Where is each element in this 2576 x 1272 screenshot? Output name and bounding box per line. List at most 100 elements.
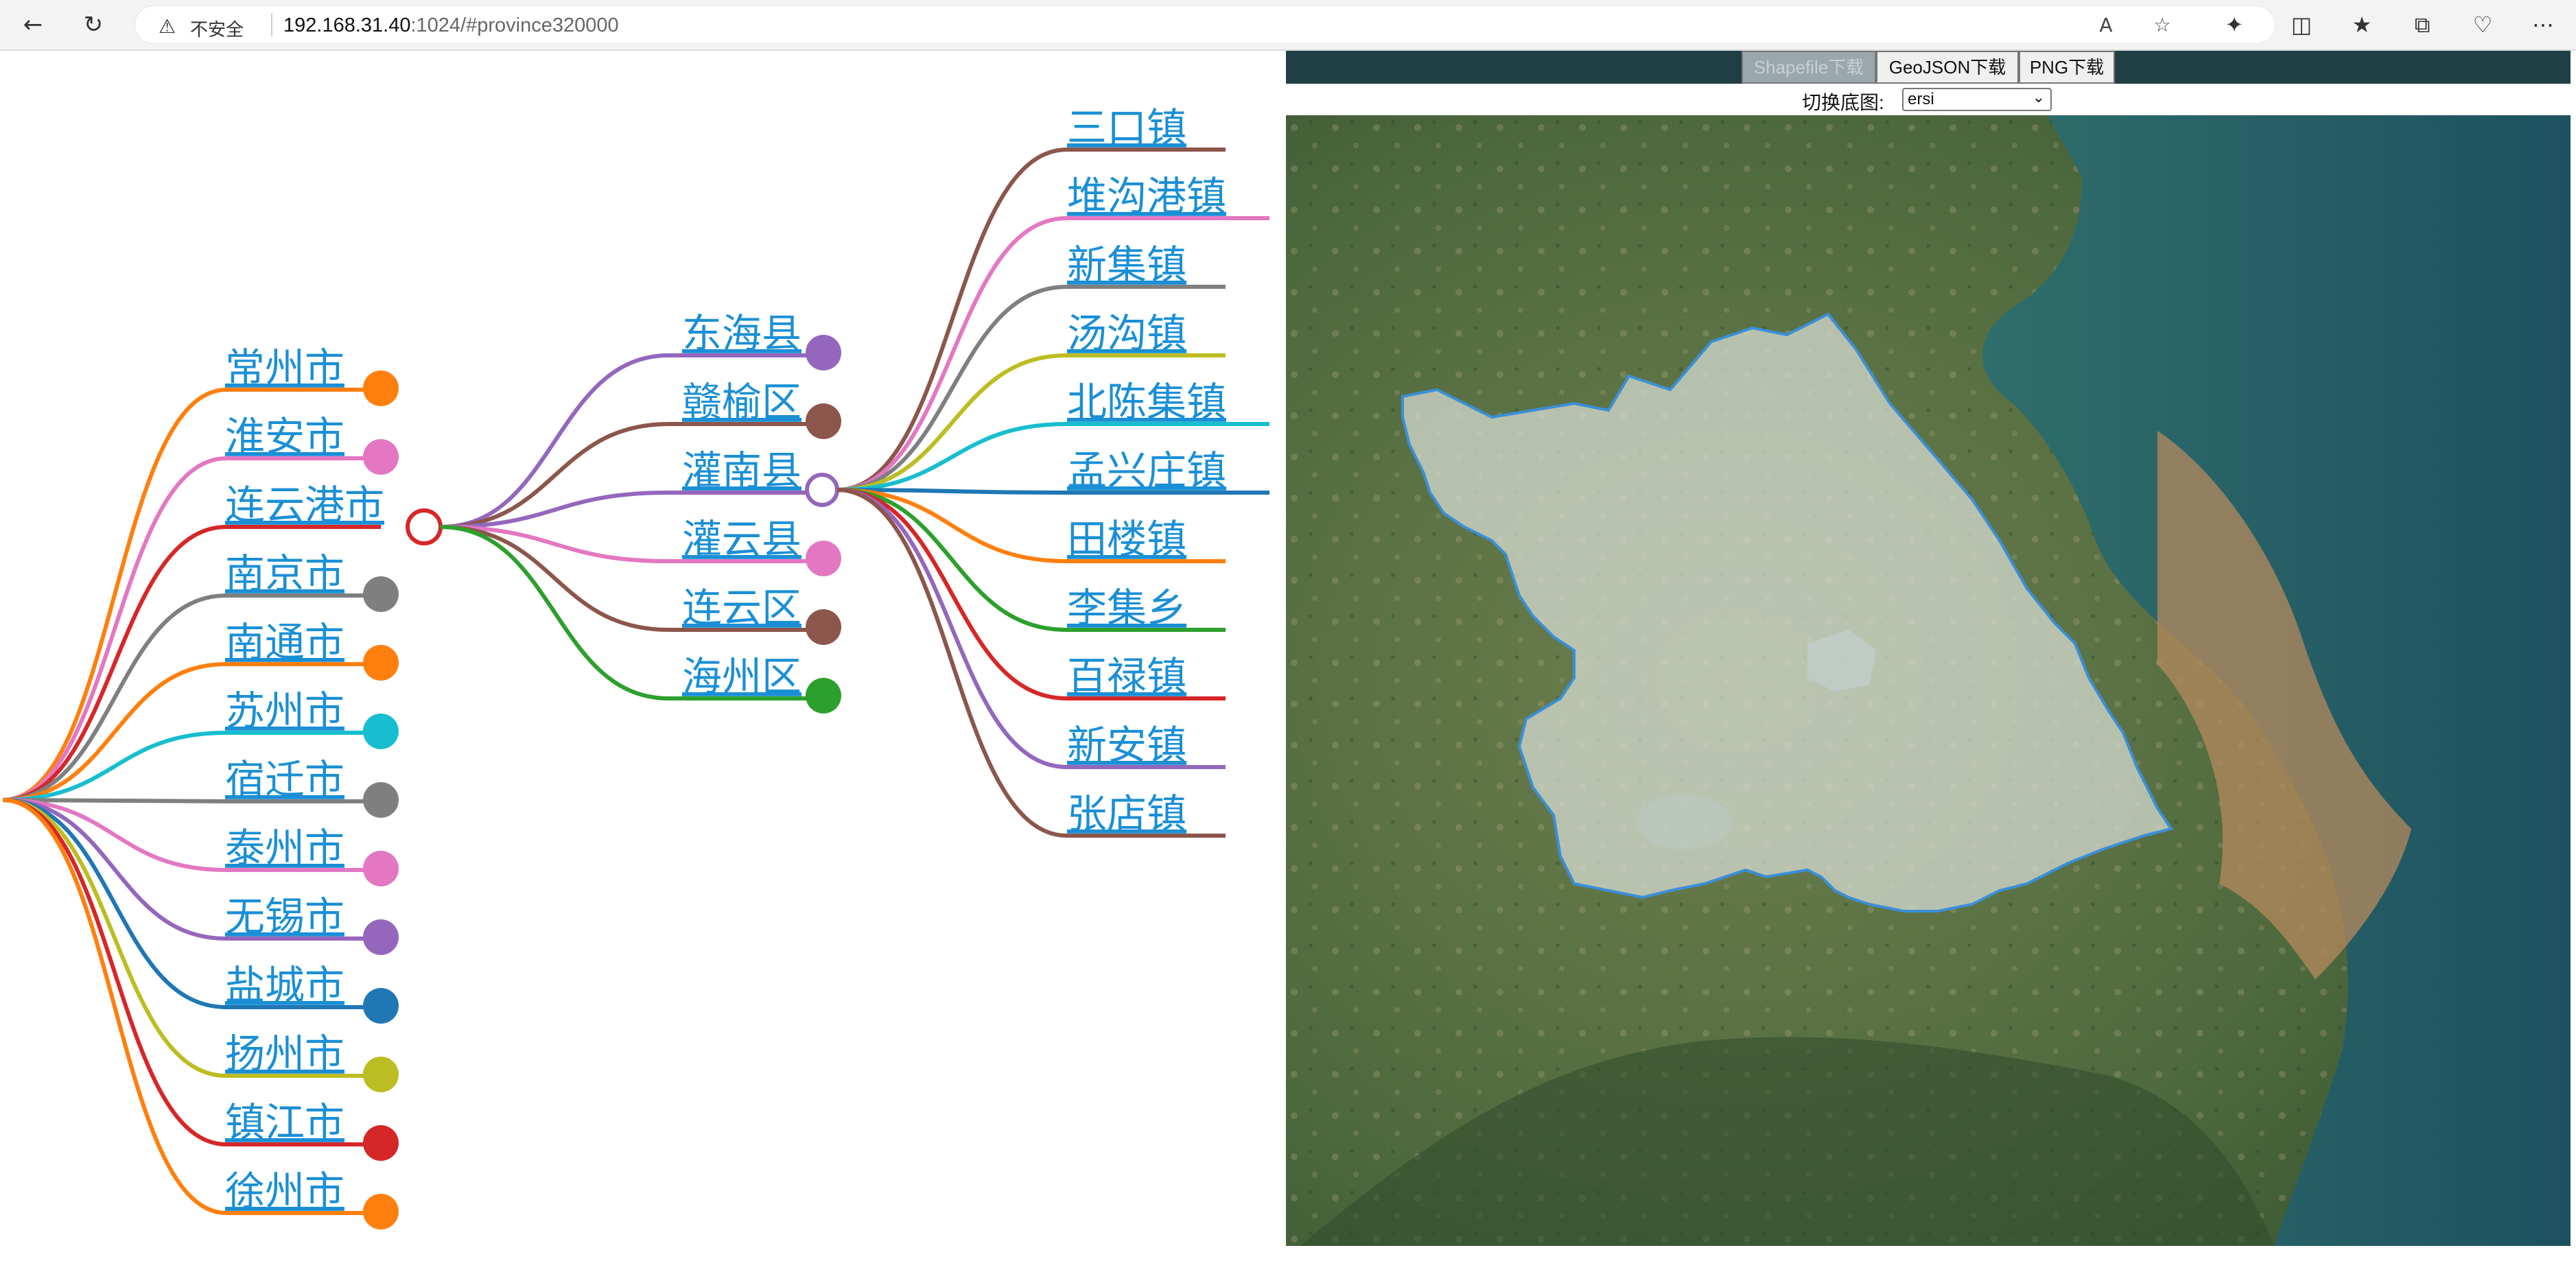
district-node-expanded[interactable] bbox=[805, 473, 839, 507]
town-label-6[interactable]: 田楼镇 bbox=[1067, 516, 1186, 563]
city-node-expanded[interactable] bbox=[406, 508, 443, 545]
town-label-0[interactable]: 三口镇 bbox=[1067, 104, 1186, 151]
town-branch-line bbox=[836, 353, 1068, 492]
city-node[interactable] bbox=[363, 988, 399, 1024]
town-label-9[interactable]: 新安镇 bbox=[1067, 722, 1186, 768]
mountain-area bbox=[1300, 1037, 2274, 1246]
city-label-0[interactable]: 常州市 bbox=[225, 344, 344, 391]
city-node[interactable] bbox=[363, 851, 399, 886]
city-label-2[interactable]: 连云港市 bbox=[225, 482, 384, 528]
city-label-3[interactable]: 南京市 bbox=[225, 550, 344, 597]
city-node[interactable] bbox=[363, 370, 399, 406]
city-node[interactable] bbox=[363, 1194, 399, 1229]
url-text[interactable]: 192.168.31.40:1024/#province320000 bbox=[283, 14, 619, 37]
city-branch-line bbox=[2, 798, 227, 1146]
city-node[interactable] bbox=[363, 919, 399, 955]
district-node[interactable] bbox=[806, 403, 841, 439]
district-branch-line bbox=[440, 525, 670, 632]
browser-essentials-icon[interactable]: ♡ bbox=[2472, 12, 2493, 38]
town-label-3[interactable]: 汤沟镇 bbox=[1067, 310, 1186, 357]
city-label-7[interactable]: 泰州市 bbox=[225, 825, 344, 871]
geojson-download-button[interactable]: GeoJSON下载 bbox=[1876, 51, 2019, 84]
district-branch-line bbox=[440, 353, 670, 529]
city-node[interactable] bbox=[363, 576, 399, 612]
favorite-icon[interactable]: ☆ bbox=[2153, 14, 2171, 36]
district-branch-line bbox=[440, 422, 670, 529]
city-label-1[interactable]: 淮安市 bbox=[225, 413, 344, 460]
district-branch-line bbox=[440, 491, 670, 529]
district-label-1[interactable]: 赣榆区 bbox=[682, 379, 801, 425]
collections-icon[interactable]: ⧉ bbox=[2414, 12, 2431, 38]
city-node[interactable] bbox=[363, 1125, 399, 1161]
sediment-plume bbox=[2157, 431, 2411, 980]
city-label-12[interactable]: 徐州市 bbox=[225, 1168, 344, 1214]
town-label-4[interactable]: 北陈集镇 bbox=[1067, 379, 1226, 425]
city-label-6[interactable]: 宿迁市 bbox=[225, 756, 344, 803]
city-label-5[interactable]: 苏州市 bbox=[225, 687, 344, 734]
town-label-5[interactable]: 孟兴庄镇 bbox=[1067, 447, 1226, 494]
extensions-icon[interactable]: ✦ bbox=[2225, 12, 2244, 38]
district-node[interactable] bbox=[806, 335, 841, 370]
city-branch-line bbox=[2, 798, 227, 941]
png-download-button[interactable]: PNG下载 bbox=[2019, 51, 2115, 84]
basemap-switcher: 切换底图: ersi ⌄ bbox=[1286, 84, 2571, 115]
district-branch-line bbox=[440, 525, 670, 700]
divider bbox=[271, 13, 272, 36]
security-label[interactable]: 不安全 bbox=[190, 19, 244, 40]
town-branch-line bbox=[836, 216, 1068, 492]
split-screen-icon[interactable]: ◫ bbox=[2291, 12, 2312, 38]
read-aloud-icon[interactable]: A bbox=[2099, 14, 2113, 36]
town-label-10[interactable]: 张店镇 bbox=[1067, 790, 1186, 837]
city-node[interactable] bbox=[363, 1057, 399, 1092]
warning-icon[interactable]: ⚠ bbox=[159, 15, 176, 38]
district-label-5[interactable]: 海州区 bbox=[682, 653, 801, 700]
city-label-4[interactable]: 南通市 bbox=[225, 619, 344, 666]
city-node[interactable] bbox=[363, 645, 399, 681]
download-toolbar: Shapefile下载 GeoJSON下载 PNG下载 bbox=[1286, 51, 2571, 84]
city-branch-line bbox=[2, 593, 227, 802]
town-label-8[interactable]: 百禄镇 bbox=[1067, 653, 1186, 700]
city-branch-line bbox=[2, 456, 227, 802]
shapefile-download-button[interactable]: Shapefile下载 bbox=[1742, 51, 1876, 84]
city-branch-line bbox=[2, 798, 227, 1215]
city-node[interactable] bbox=[363, 439, 399, 475]
town-branch-line bbox=[836, 488, 1068, 495]
district-label-3[interactable]: 灌云县 bbox=[682, 516, 801, 563]
city-branch-line bbox=[2, 731, 227, 802]
town-branch-line bbox=[836, 422, 1068, 492]
district-node[interactable] bbox=[806, 678, 841, 714]
town-branch-line bbox=[836, 285, 1068, 492]
city-branch-line bbox=[2, 662, 227, 802]
city-label-8[interactable]: 无锡市 bbox=[225, 893, 344, 940]
reload-icon[interactable]: ↻ bbox=[83, 11, 104, 38]
hongze-lake bbox=[1807, 630, 1876, 692]
town-branch-line bbox=[836, 488, 1068, 632]
district-label-2[interactable]: 灌南县 bbox=[682, 447, 801, 494]
town-label-2[interactable]: 新集镇 bbox=[1067, 242, 1186, 288]
map-panel: Shapefile下载 GeoJSON下载 PNG下载 切换底图: ersi ⌄ bbox=[1286, 51, 2571, 1246]
town-branch-line bbox=[836, 148, 1068, 492]
more-icon[interactable]: ⋯ bbox=[2532, 12, 2554, 38]
map-view[interactable] bbox=[1286, 115, 2571, 1246]
city-branch-line bbox=[2, 798, 227, 803]
district-label-0[interactable]: 东海县 bbox=[682, 310, 801, 357]
city-label-9[interactable]: 盐城市 bbox=[225, 962, 344, 1009]
city-branch-line bbox=[2, 525, 227, 802]
address-bar[interactable]: ⚠ 不安全 192.168.31.40:1024/#province320000… bbox=[134, 5, 2275, 44]
city-node[interactable] bbox=[363, 782, 399, 818]
town-label-1[interactable]: 堆沟港镇 bbox=[1067, 173, 1226, 220]
jiangsu-province-boundary[interactable] bbox=[1401, 312, 2174, 912]
city-node[interactable] bbox=[363, 714, 399, 749]
city-branch-line bbox=[2, 798, 227, 1009]
city-label-10[interactable]: 扬州市 bbox=[225, 1030, 344, 1077]
city-branch-line bbox=[2, 388, 227, 802]
town-label-7[interactable]: 李集乡 bbox=[1067, 585, 1186, 631]
back-icon[interactable]: ← bbox=[23, 11, 43, 38]
town-branch-line bbox=[836, 488, 1068, 769]
city-label-11[interactable]: 镇江市 bbox=[225, 1099, 344, 1146]
favorites-icon[interactable]: ★ bbox=[2352, 12, 2372, 38]
basemap-select[interactable]: ersi ⌄ bbox=[1902, 88, 2052, 111]
district-node[interactable] bbox=[806, 541, 841, 576]
district-label-4[interactable]: 连云区 bbox=[682, 585, 801, 631]
district-node[interactable] bbox=[806, 609, 841, 645]
